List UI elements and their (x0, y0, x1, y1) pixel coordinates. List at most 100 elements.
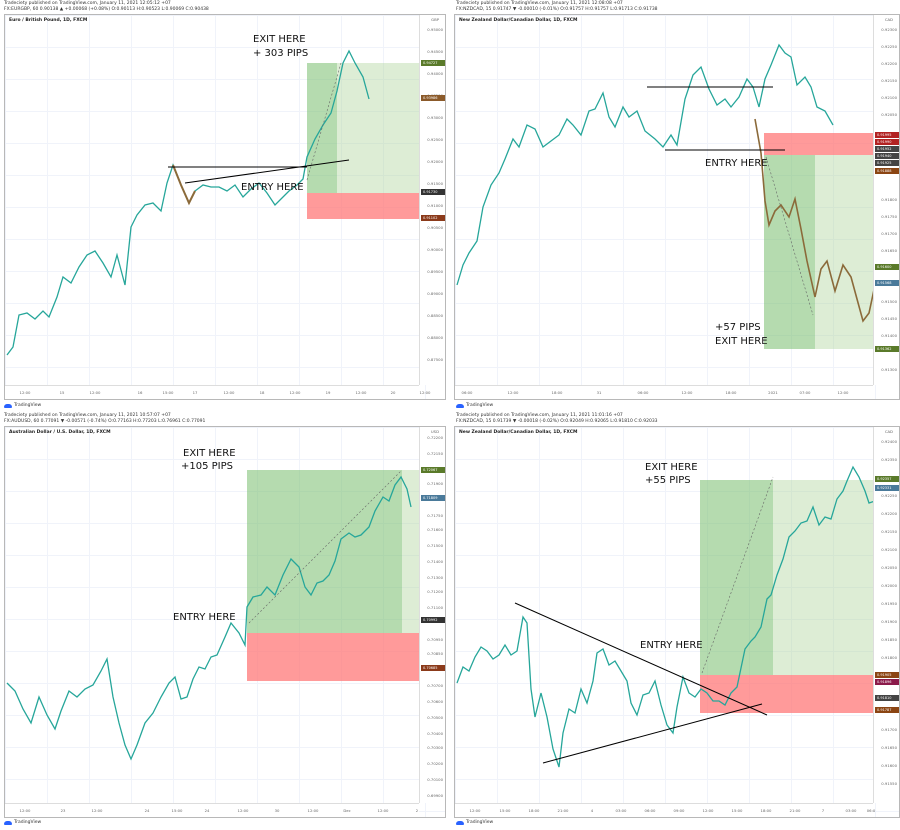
x-axis[interactable]: 12:00 23 12:00 24 15:00 24 12:00 30 12:0… (5, 803, 419, 817)
loss-zone (247, 633, 429, 681)
currency-label: GBP (431, 17, 439, 22)
symbol-line: FX:AUDUSD, 60 0.77091 ▼ -0.00571 (-0.74%… (4, 419, 206, 424)
profit-zone (764, 155, 815, 349)
price-tag-stop: 0.70685 (421, 665, 445, 671)
price-tag: 0.91952 (875, 146, 899, 152)
price-tag-entry: 0.91810 (875, 695, 899, 701)
grid (455, 15, 899, 399)
price-tag: 0.91995 (875, 132, 899, 138)
tradingview-logo: TradingView (4, 820, 41, 825)
y-tick: 0.91900 (881, 619, 897, 624)
y-tick: 0.91400 (881, 333, 897, 338)
y-tick: 0.91300 (881, 367, 897, 372)
y-axis[interactable]: USD 0.72200 0.72150 0.71900 0.71750 0.71… (419, 427, 445, 803)
y-tick: 0.70850 (427, 651, 443, 656)
y-tick: 0.91500 (881, 299, 897, 304)
cloud-icon (4, 403, 12, 408)
x-tick: 15:00 (499, 808, 511, 813)
x-tick: 23 (60, 808, 66, 813)
entry-label: ENTRY HERE (705, 158, 768, 169)
x-tick: 18:00 (725, 390, 737, 395)
y-axis[interactable]: CAD 0.92400 0.92350 0.92250 0.92200 0.92… (873, 427, 899, 803)
x-tick: 15:00 (171, 808, 183, 813)
pips-label: +57 PIPS (715, 322, 761, 333)
chart-frame[interactable]: Euro / British Pound, 1D, FXCM EXIT HERE… (4, 14, 446, 400)
y-tick: 0.91600 (881, 763, 897, 768)
y-tick: 0.69900 (427, 793, 443, 798)
x-tick: Dec (343, 808, 351, 813)
x-tick: 16 (137, 390, 143, 395)
logo-text: TradingView (14, 403, 42, 408)
price-candles (456, 465, 875, 768)
y-tick: 0.70600 (427, 699, 443, 704)
chart-frame[interactable]: Australian Dollar / U.S. Dollar, 1D, FXC… (4, 426, 446, 818)
loss-zone (764, 133, 875, 155)
y-axis[interactable]: GBP 0.95000 0.94500 0.94000 0.93500 0.93… (419, 15, 445, 385)
chart-panel-nzdcad-1: Tradeciety published on TradingView.com,… (452, 0, 900, 412)
y-tick: 0.91800 (881, 197, 897, 202)
chart-frame[interactable]: New Zealand Dollar/Canadian Dollar, 1D, … (454, 14, 900, 400)
exit-label: EXIT HERE (253, 34, 306, 45)
y-tick: 0.92200 (881, 61, 897, 66)
y-tick: 0.91750 (881, 214, 897, 219)
symbol-line: FX:NZDCAD, 15 0.91739 ▼ -0.00018 (-0.02%… (456, 419, 658, 424)
x-tick: 15:00 (731, 808, 743, 813)
x-axis[interactable]: 12:00 15:00 18:00 21:00 4 03:00 06:00 09… (455, 803, 875, 817)
price-tag: 0.91362 (875, 346, 899, 352)
pips-label: +105 PIPS (181, 461, 234, 472)
publisher-line: Tradeciety published on TradingView.com,… (456, 1, 623, 6)
x-tick: 12:00 (469, 808, 481, 813)
y-tick: 0.71300 (427, 575, 443, 580)
x-tick: 12:00 (419, 390, 431, 395)
loss-zone (307, 193, 430, 219)
chart-title: Euro / British Pound, 1D, FXCM (9, 18, 88, 23)
y-tick: 0.70700 (427, 683, 443, 688)
grid (455, 427, 899, 817)
y-tick: 0.90500 (427, 225, 443, 230)
x-tick: 4 (590, 808, 594, 813)
symbol-line: FX:EURGBP, 60 0.90138 ▲ +0.00068 (+0.08%… (4, 7, 209, 12)
y-tick: 0.89500 (427, 269, 443, 274)
profit-zone-extended (815, 155, 875, 349)
x-tick: 31 (596, 390, 602, 395)
y-tick: 0.91850 (881, 637, 897, 642)
x-tick: 12:00 (19, 390, 31, 395)
y-tick: 0.71100 (427, 605, 443, 610)
y-tick: 0.91650 (881, 745, 897, 750)
profit-zone-extended (773, 480, 879, 675)
chart-frame[interactable]: New Zealand Dollar/Canadian Dollar, 1D, … (454, 426, 900, 818)
price-candles (6, 470, 412, 761)
x-tick: 12:00 (507, 390, 519, 395)
y-tick: 0.92000 (427, 159, 443, 164)
price-tag-entry: 0.91730 (421, 189, 445, 195)
y-axis[interactable]: CAD 0.92300 0.92250 0.92200 0.92150 0.92… (873, 15, 899, 385)
x-tick: 06:00 (637, 390, 649, 395)
y-tick: 0.70100 (427, 777, 443, 782)
x-tick: 20 (390, 390, 396, 395)
y-tick: 0.92350 (881, 457, 897, 462)
cloud-icon (4, 820, 12, 825)
y-tick: 0.91950 (881, 601, 897, 606)
x-tick: 12:00 (89, 390, 101, 395)
y-tick: 0.92200 (881, 511, 897, 516)
y-tick: 0.91800 (881, 655, 897, 660)
x-axis[interactable]: 12:00 15 12:00 16 15:00 17 12:00 18 12:0… (5, 385, 430, 399)
tradingview-logo: TradingView (456, 403, 493, 408)
x-tick: 12:00 (377, 808, 389, 813)
y-tick: 0.93000 (427, 115, 443, 120)
profit-zone (247, 470, 402, 633)
y-tick: 0.89000 (427, 291, 443, 296)
x-axis[interactable]: 06:00 12:00 18:00 31 06:00 12:00 18:00 2… (455, 385, 873, 399)
logo-text: TradingView (14, 820, 42, 825)
exit-label: EXIT HERE (183, 448, 236, 459)
y-tick: 0.91700 (881, 727, 897, 732)
price-tag: 0.91888 (875, 168, 899, 174)
entry-label: ENTRY HERE (173, 612, 236, 623)
price-tag: 0.91990 (875, 139, 899, 145)
y-tick: 0.88000 (427, 335, 443, 340)
pips-label: +55 PIPS (645, 475, 691, 486)
entry-label: ENTRY HERE (640, 640, 703, 651)
y-tick: 0.92250 (881, 493, 897, 498)
chart-panel-audusd: Tradeciety published on TradingView.com,… (0, 412, 450, 830)
x-tick: 03:00 (845, 808, 857, 813)
